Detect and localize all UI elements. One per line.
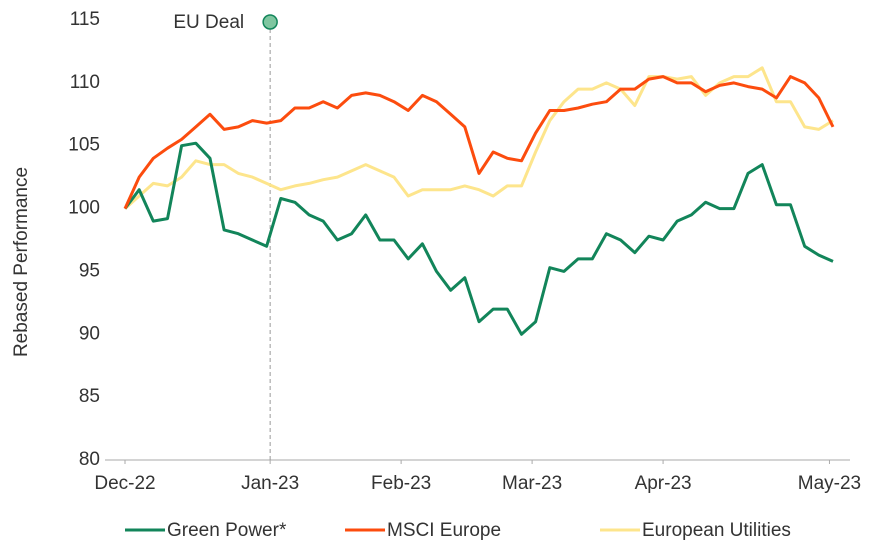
x-tick-label: Apr-23 <box>635 473 692 494</box>
y-tick-label: 105 <box>68 135 100 156</box>
series-line <box>123 75 835 210</box>
x-tick-label: Feb-23 <box>371 473 431 494</box>
annotation-text: EU Deal <box>173 12 244 33</box>
x-tick-label: Dec-22 <box>94 473 155 494</box>
series-line <box>123 141 834 336</box>
y-tick-label: 80 <box>79 449 100 470</box>
x-tick-label: Mar-23 <box>502 473 562 494</box>
y-tick-label: 100 <box>68 198 100 219</box>
legend-label: Green Power* <box>167 520 287 541</box>
y-tick-label: 90 <box>79 323 100 344</box>
y-tick-label: 85 <box>79 386 100 407</box>
y-tick-label: 95 <box>79 260 100 281</box>
legend-label: European Utilities <box>642 520 791 541</box>
y-tick-label: 115 <box>70 9 100 30</box>
x-tick-label: Jan-23 <box>241 473 299 494</box>
x-tick-label: May-23 <box>798 473 861 494</box>
y-tick-label: 110 <box>70 72 100 93</box>
series-line <box>124 66 834 210</box>
annotation-marker <box>262 14 278 30</box>
y-axis-title: Rebased Performance <box>11 167 32 357</box>
legend-label: MSCI Europe <box>387 520 501 541</box>
